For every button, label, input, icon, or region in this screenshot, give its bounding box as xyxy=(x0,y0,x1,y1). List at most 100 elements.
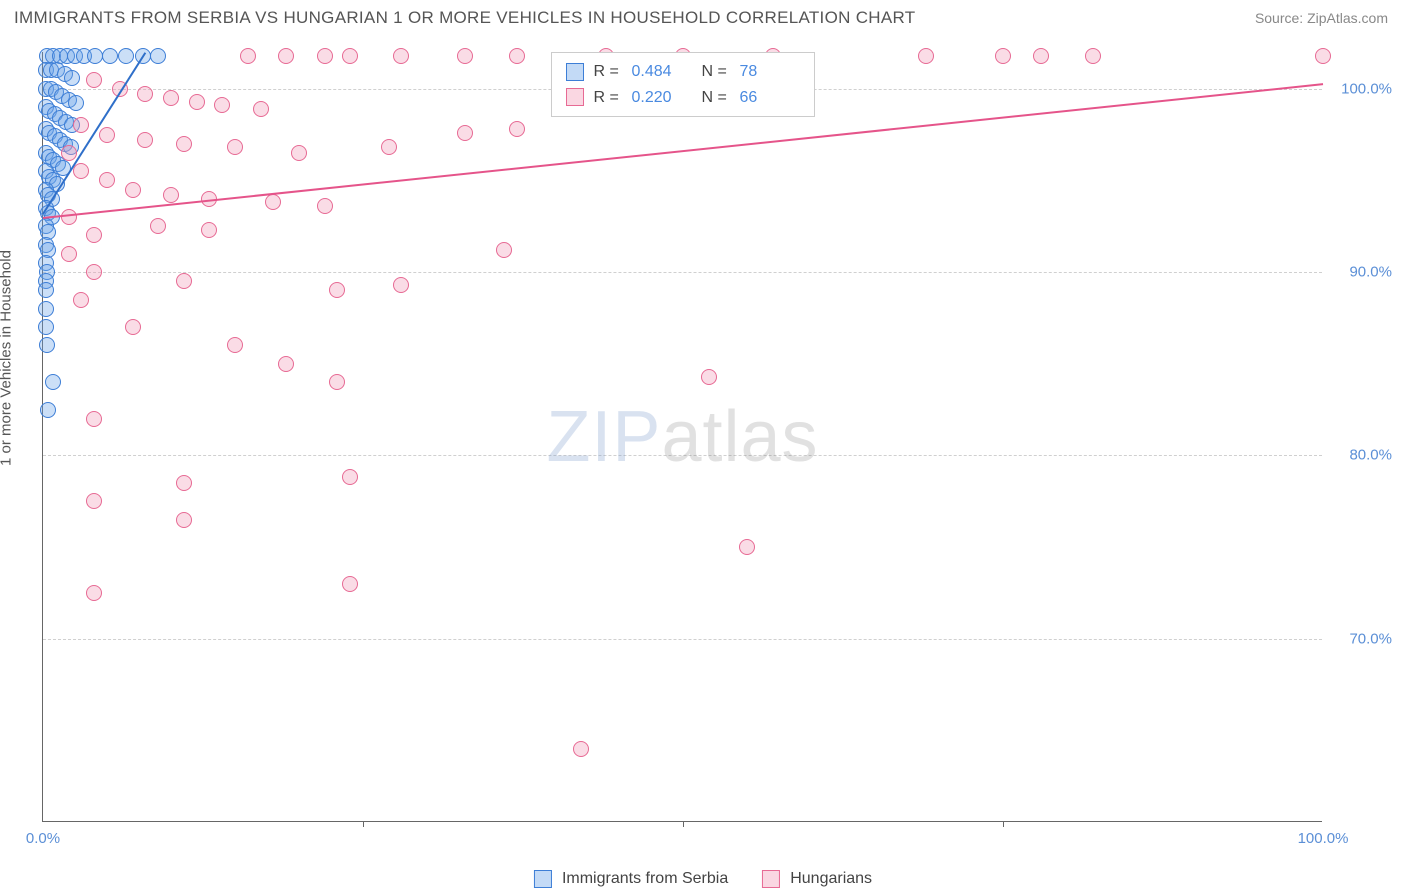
data-point xyxy=(342,469,358,485)
data-point xyxy=(86,227,102,243)
data-point xyxy=(265,194,281,210)
data-point xyxy=(329,282,345,298)
data-point xyxy=(137,132,153,148)
x-tick-mark xyxy=(683,821,684,827)
data-point xyxy=(150,218,166,234)
data-point xyxy=(73,117,89,133)
data-point xyxy=(163,187,179,203)
y-tick-label: 100.0% xyxy=(1332,80,1392,97)
data-point xyxy=(329,374,345,390)
data-point xyxy=(317,198,333,214)
data-point xyxy=(573,741,589,757)
data-point xyxy=(278,356,294,372)
legend-series-label: Hungarians xyxy=(790,870,872,888)
data-point xyxy=(381,139,397,155)
data-point xyxy=(61,246,77,262)
data-point xyxy=(73,292,89,308)
title-bar: IMMIGRANTS FROM SERBIA VS HUNGARIAN 1 OR… xyxy=(0,0,1406,32)
legend-correlation: R = 0.484 N = 78 R = 0.220 N = 66 xyxy=(551,52,815,117)
data-point xyxy=(227,139,243,155)
gridline-h xyxy=(43,455,1322,456)
watermark: ZIPatlas xyxy=(546,396,818,478)
data-point xyxy=(38,282,54,298)
data-point xyxy=(38,301,54,317)
legend-row: R = 0.220 N = 66 xyxy=(566,85,800,111)
data-point xyxy=(45,374,61,390)
x-tick-mark xyxy=(1003,821,1004,827)
data-point xyxy=(1033,48,1049,64)
source-label: Source: ZipAtlas.com xyxy=(1255,10,1388,26)
data-point xyxy=(137,86,153,102)
data-point xyxy=(125,319,141,335)
watermark-zip: ZIP xyxy=(546,397,661,477)
data-point xyxy=(509,121,525,137)
legend-swatch xyxy=(762,870,780,888)
data-point xyxy=(73,163,89,179)
legend-n-value: 78 xyxy=(740,59,800,85)
legend-n-label: N = xyxy=(702,85,730,111)
data-point xyxy=(291,145,307,161)
y-tick-label: 70.0% xyxy=(1332,630,1392,647)
data-point xyxy=(38,319,54,335)
data-point xyxy=(99,127,115,143)
legend-r-label: R = xyxy=(594,59,622,85)
gridline-h xyxy=(43,272,1322,273)
legend-item: Immigrants from Serbia xyxy=(534,870,728,888)
data-point xyxy=(1315,48,1331,64)
data-point xyxy=(509,48,525,64)
data-point xyxy=(125,182,141,198)
y-tick-label: 90.0% xyxy=(1332,264,1392,281)
plot-area: ZIPatlas R =0.484N =78R =0.220N =66 70.0… xyxy=(42,52,1322,822)
data-point xyxy=(1085,48,1101,64)
data-point xyxy=(176,475,192,491)
gridline-h xyxy=(43,639,1322,640)
data-point xyxy=(201,222,217,238)
data-point xyxy=(253,101,269,117)
data-point xyxy=(176,273,192,289)
y-axis-label: 1 or more Vehicles in Household xyxy=(0,250,15,466)
data-point xyxy=(64,70,80,86)
data-point xyxy=(61,145,77,161)
data-point xyxy=(457,125,473,141)
x-tick-mark xyxy=(363,821,364,827)
data-point xyxy=(189,94,205,110)
data-point xyxy=(227,337,243,353)
data-point xyxy=(86,493,102,509)
chart-title: IMMIGRANTS FROM SERBIA VS HUNGARIAN 1 OR… xyxy=(14,8,915,28)
data-point xyxy=(701,369,717,385)
y-tick-label: 80.0% xyxy=(1332,447,1392,464)
data-point xyxy=(995,48,1011,64)
data-point xyxy=(40,402,56,418)
legend-swatch xyxy=(566,88,584,106)
legend-r-value: 0.484 xyxy=(632,59,692,85)
data-point xyxy=(86,411,102,427)
legend-swatch xyxy=(534,870,552,888)
data-point xyxy=(342,576,358,592)
watermark-atlas: atlas xyxy=(661,397,818,477)
data-point xyxy=(317,48,333,64)
data-point xyxy=(457,48,473,64)
legend-r-value: 0.220 xyxy=(632,85,692,111)
data-point xyxy=(99,172,115,188)
data-point xyxy=(214,97,230,113)
data-point xyxy=(163,90,179,106)
legend-n-value: 66 xyxy=(740,85,800,111)
data-point xyxy=(918,48,934,64)
data-point xyxy=(39,337,55,353)
legend-swatch xyxy=(566,63,584,81)
data-point xyxy=(86,72,102,88)
x-tick-label: 0.0% xyxy=(26,830,60,847)
data-point xyxy=(68,95,84,111)
legend-n-label: N = xyxy=(702,59,730,85)
data-point xyxy=(118,48,134,64)
data-point xyxy=(278,48,294,64)
data-point xyxy=(393,277,409,293)
data-point xyxy=(393,48,409,64)
legend-r-label: R = xyxy=(594,85,622,111)
data-point xyxy=(86,264,102,280)
data-point xyxy=(150,48,166,64)
data-point xyxy=(496,242,512,258)
data-point xyxy=(176,512,192,528)
legend-series-label: Immigrants from Serbia xyxy=(562,870,728,888)
data-point xyxy=(739,539,755,555)
